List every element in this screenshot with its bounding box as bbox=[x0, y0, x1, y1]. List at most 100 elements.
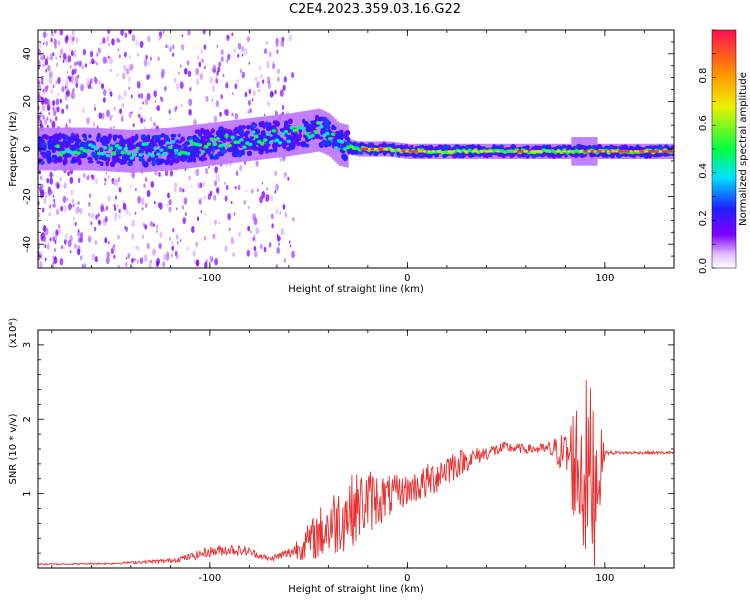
speckle-mark bbox=[171, 240, 174, 245]
speckle-mark bbox=[107, 175, 110, 179]
speckle-mark bbox=[59, 30, 64, 36]
speckle-mark bbox=[73, 243, 77, 249]
body-mark bbox=[71, 159, 78, 164]
body-mark bbox=[99, 161, 104, 167]
speckle-mark bbox=[173, 182, 178, 190]
speckle-mark bbox=[54, 248, 57, 253]
speckle-mark bbox=[39, 186, 42, 192]
speckle-mark bbox=[65, 123, 68, 127]
colorbar-tick-label: 0.0 bbox=[698, 258, 709, 274]
speckle-mark bbox=[279, 211, 282, 215]
speckle-mark bbox=[40, 86, 42, 91]
speckle-mark bbox=[276, 49, 279, 54]
speckle-mark bbox=[220, 49, 224, 56]
fleck-mark bbox=[636, 150, 640, 153]
snr-line bbox=[38, 379, 674, 567]
y-tick-label: -40 bbox=[22, 236, 33, 252]
body-mark bbox=[602, 153, 609, 158]
speckle-mark bbox=[144, 224, 148, 230]
speckle-mark bbox=[205, 95, 209, 103]
speckle-mark bbox=[180, 103, 183, 108]
speckle-mark bbox=[58, 227, 62, 234]
speckle-mark bbox=[179, 81, 184, 90]
speckle-mark bbox=[49, 118, 52, 124]
body-mark bbox=[209, 154, 214, 160]
body-mark bbox=[97, 132, 101, 139]
fleck-mark bbox=[489, 150, 493, 153]
speckle-mark bbox=[235, 170, 239, 176]
speckle-mark bbox=[129, 63, 133, 72]
speckle-mark bbox=[117, 177, 121, 183]
fleck-mark bbox=[644, 150, 648, 153]
speckle-mark bbox=[41, 103, 46, 112]
speckle-mark bbox=[196, 216, 200, 221]
speckle-mark bbox=[42, 224, 47, 232]
speckle-mark bbox=[69, 176, 74, 184]
body-mark bbox=[266, 124, 271, 132]
body-mark bbox=[154, 134, 159, 139]
ridge-mark bbox=[138, 152, 143, 157]
speckle-mark bbox=[238, 231, 241, 237]
speckle-mark bbox=[201, 58, 204, 64]
speckle-mark bbox=[209, 76, 214, 84]
ridge-mark bbox=[144, 142, 149, 146]
body-mark bbox=[326, 139, 330, 146]
body-mark bbox=[142, 161, 149, 168]
speckle-mark bbox=[86, 117, 90, 125]
body-mark bbox=[284, 120, 289, 126]
speckle-mark bbox=[49, 53, 54, 61]
ridge-mark bbox=[209, 137, 215, 141]
speckle-mark bbox=[87, 235, 92, 243]
speckle-mark bbox=[91, 86, 93, 90]
speckle-mark bbox=[82, 48, 86, 56]
speckle-mark bbox=[55, 98, 60, 106]
speckle-mark bbox=[50, 88, 53, 95]
speckle-mark bbox=[56, 106, 60, 113]
fleck-mark bbox=[457, 150, 461, 153]
y-tick-label: 20 bbox=[22, 95, 33, 108]
speckle-mark bbox=[169, 46, 173, 53]
speckle-mark bbox=[70, 91, 75, 99]
fleck-mark bbox=[567, 150, 571, 153]
colorbar: 0.0 0.2 0.4 0.6 0.8 Normalized spectral ampl… bbox=[698, 29, 749, 274]
speckle-mark bbox=[263, 113, 266, 117]
speckle-mark bbox=[87, 174, 90, 180]
body-mark bbox=[231, 152, 237, 156]
speckle-mark bbox=[97, 213, 100, 218]
speckle-mark bbox=[73, 203, 75, 208]
speckle-mark bbox=[52, 106, 55, 112]
speckle-mark bbox=[271, 223, 274, 229]
speckle-mark bbox=[64, 86, 67, 89]
x-tick-label: -100 bbox=[198, 573, 221, 584]
speckle-mark bbox=[72, 216, 75, 221]
speckle-mark bbox=[79, 232, 84, 239]
speckle-mark bbox=[117, 264, 121, 268]
speckle-mark bbox=[116, 73, 119, 77]
speckle-mark bbox=[243, 48, 248, 56]
body-mark bbox=[282, 143, 287, 149]
speckle-mark bbox=[105, 205, 109, 211]
body-mark bbox=[305, 127, 312, 133]
speckle-mark bbox=[256, 188, 259, 192]
body-mark bbox=[105, 137, 111, 144]
speckle-mark bbox=[43, 118, 46, 124]
speckle-mark bbox=[206, 259, 208, 263]
speckle-mark bbox=[262, 79, 265, 84]
fleck-mark bbox=[485, 150, 489, 153]
colorbar-tick-label: 0.6 bbox=[698, 115, 709, 131]
speckle-mark bbox=[88, 201, 91, 207]
ridge-mark bbox=[283, 129, 289, 134]
speckle-mark bbox=[54, 234, 58, 241]
speckle-mark bbox=[291, 250, 295, 259]
speckle-mark bbox=[260, 73, 264, 80]
speckle-mark bbox=[136, 245, 139, 251]
speckle-mark bbox=[83, 263, 87, 268]
body-mark bbox=[249, 136, 255, 140]
speckle-mark bbox=[143, 59, 148, 67]
speckle-mark bbox=[57, 40, 61, 46]
speckle-mark bbox=[191, 226, 195, 234]
speckle-mark bbox=[136, 52, 139, 57]
speckle-mark bbox=[193, 259, 196, 264]
ridge-mark bbox=[200, 149, 206, 154]
fleck-mark bbox=[556, 150, 560, 153]
